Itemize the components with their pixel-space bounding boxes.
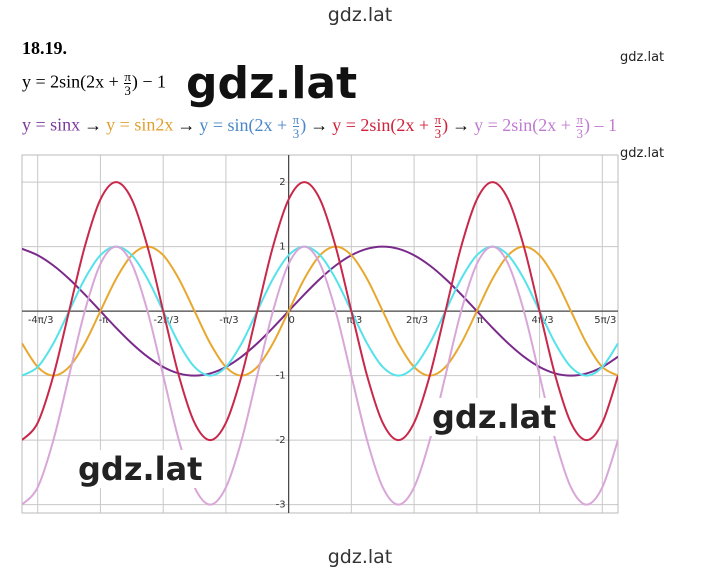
watermark: gdz.lat bbox=[186, 58, 358, 109]
denominator: 3 bbox=[576, 126, 583, 141]
x-tick-label: -π/3 bbox=[219, 315, 238, 326]
x-tick-label: 5π/3 bbox=[594, 315, 616, 326]
formula-text: y = sinx bbox=[22, 114, 81, 135]
arrow: → bbox=[310, 114, 329, 135]
arrow: → bbox=[84, 114, 103, 135]
arrow: → bbox=[452, 114, 471, 135]
equation: y = 2sin(2x + π 3) − 1 bbox=[22, 70, 166, 97]
formula-text: ) − 1 bbox=[131, 71, 167, 92]
watermark: gdz.lat bbox=[430, 398, 559, 436]
numerator: π bbox=[292, 112, 300, 127]
x-tick-label: π bbox=[477, 315, 483, 326]
y-tick-label: -1 bbox=[276, 371, 286, 382]
y-tick-label: 1 bbox=[279, 242, 285, 253]
numerator: π bbox=[434, 112, 442, 127]
formula-text: ) bbox=[442, 114, 449, 135]
formula-text: y = 2sin(2x + bbox=[22, 71, 124, 92]
curve bbox=[22, 245, 618, 506]
numerator: π bbox=[576, 112, 584, 127]
watermark: gdz.lat bbox=[327, 546, 393, 568]
formula-text: y = 2sin(2x + bbox=[332, 114, 434, 135]
denominator: 3 bbox=[124, 83, 131, 98]
x-tick-label: 0 bbox=[288, 315, 294, 326]
formula-text: y = sin2x bbox=[106, 114, 174, 135]
chain-item: y = sinx bbox=[22, 115, 80, 135]
chain-item: y = sin(2x + π 3) bbox=[199, 113, 307, 140]
curve bbox=[22, 245, 618, 377]
x-tick-label: -4π/3 bbox=[28, 315, 54, 326]
transform-chain: y = sinx → y = sin2x → y = sin(2x + π 3) → y = … bbox=[22, 113, 617, 140]
denominator: 3 bbox=[292, 126, 300, 141]
x-tick-label: 2π/3 bbox=[406, 315, 428, 326]
numerator: π bbox=[124, 69, 131, 84]
y-tick-label: -3 bbox=[276, 500, 286, 511]
watermark: gdz.lat bbox=[76, 450, 205, 488]
watermark: gdz.lat bbox=[327, 4, 393, 26]
curve bbox=[22, 181, 618, 442]
denominator: 3 bbox=[434, 126, 442, 141]
y-tick-label: -2 bbox=[276, 435, 286, 446]
formula-text: y = 2sin(2x + bbox=[474, 114, 576, 135]
y-tick-label: 2 bbox=[279, 177, 285, 188]
formula-text: y = sin(2x + bbox=[199, 114, 292, 135]
x-tick-label: -π bbox=[99, 315, 109, 326]
formula-text: ) bbox=[300, 114, 307, 135]
problem-number: 18.19. bbox=[22, 38, 67, 58]
watermark: gdz.lat bbox=[620, 50, 665, 65]
arrow: → bbox=[177, 114, 196, 135]
chain-item: y = sin2x bbox=[106, 115, 173, 135]
formula-text: ) – 1 bbox=[584, 114, 618, 135]
plot-frame bbox=[21, 154, 619, 514]
chain-item: y = 2sin(2x + π 3) bbox=[332, 113, 449, 140]
watermark: gdz.lat bbox=[620, 146, 665, 161]
chain-item: y = 2sin(2x + π 3) – 1 bbox=[474, 113, 618, 140]
